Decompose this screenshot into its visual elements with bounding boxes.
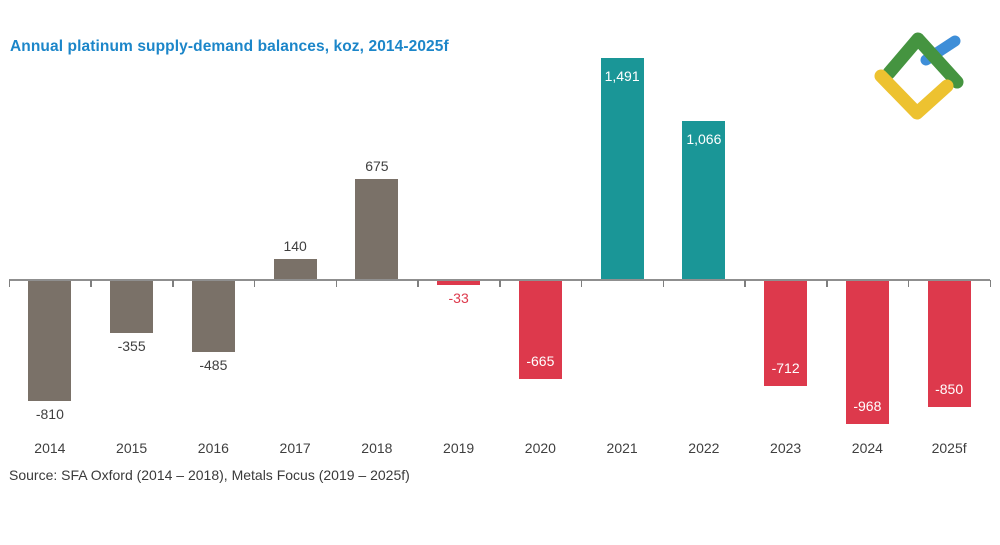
bar-2023 — [764, 280, 808, 386]
x-axis-label-2023: 2023 — [770, 440, 802, 456]
x-axis-label-2015: 2015 — [116, 440, 148, 456]
bar-2022 — [682, 121, 726, 280]
axis-tick — [417, 280, 419, 287]
axis-tick — [580, 280, 583, 287]
value-label-2022: 1,066 — [686, 131, 722, 148]
bar-2024 — [845, 280, 889, 425]
bar-2021 — [600, 58, 644, 280]
x-axis-label-2016: 2016 — [197, 440, 229, 456]
value-label-2023: -712 — [771, 360, 800, 376]
x-axis-label-2017: 2017 — [279, 440, 311, 456]
source-attribution: Source: SFA Oxford (2014 – 2018), Metals… — [9, 467, 410, 483]
bar-2015 — [110, 280, 154, 333]
axis-tick — [662, 280, 664, 287]
value-label-2021: 1,491 — [604, 68, 640, 84]
bar-2016 — [191, 280, 235, 353]
value-label-2017: 140 — [283, 238, 307, 255]
value-label-2020: -665 — [526, 353, 555, 369]
axis-tick — [253, 280, 256, 287]
value-label-2015: -355 — [117, 337, 146, 354]
x-axis-line — [9, 278, 990, 281]
x-axis-label-2018: 2018 — [361, 440, 393, 456]
x-axis-label-2020: 2020 — [524, 440, 556, 456]
axis-tick — [90, 280, 92, 287]
chart-title: Annual platinum supply-demand balances, … — [10, 38, 449, 55]
axis-tick — [744, 280, 746, 287]
logo-yellow-stroke — [874, 69, 954, 120]
x-axis-label-2019: 2019 — [443, 440, 475, 456]
bar-2014 — [28, 280, 72, 401]
bar-2017 — [273, 259, 317, 280]
axis-tick — [499, 280, 501, 287]
axis-tick — [172, 280, 174, 287]
litefinance-logo — [874, 32, 964, 120]
value-label-2016: -485 — [199, 357, 228, 374]
value-label-2024: -968 — [853, 398, 882, 415]
axis-tick — [989, 280, 991, 287]
bar-2025f — [927, 280, 971, 407]
bar-2019 — [437, 280, 481, 285]
x-axis-label-2021: 2021 — [606, 440, 638, 456]
x-axis-label-2022: 2022 — [688, 440, 720, 456]
value-label-2014: -810 — [35, 405, 64, 422]
bar-2018 — [355, 179, 399, 280]
x-axis-label-2024: 2024 — [851, 440, 883, 456]
x-axis-label-2014: 2014 — [34, 440, 66, 456]
axis-tick — [335, 280, 337, 287]
value-label-2019: -33 — [448, 289, 469, 306]
axis-tick — [907, 280, 910, 287]
bar-2020 — [518, 280, 562, 379]
axis-tick — [826, 280, 828, 287]
value-label-2018: 675 — [365, 158, 389, 175]
logo-green-stroke — [882, 32, 964, 89]
x-axis-label-2025f: 2025f — [931, 440, 967, 456]
value-label-2025f: -850 — [935, 380, 964, 397]
axis-tick — [8, 280, 10, 287]
